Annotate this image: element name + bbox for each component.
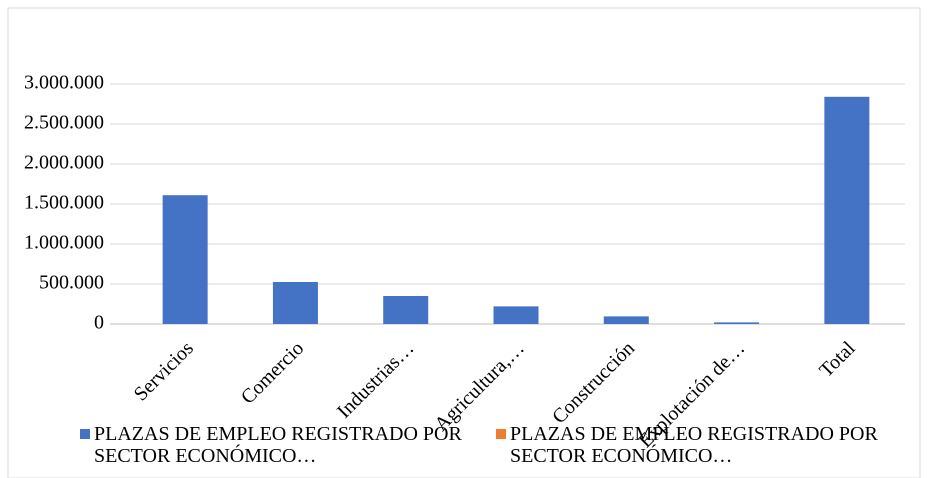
- legend-label: PLAZAS DE EMPLEO REGISTRADO POR SECTOR E…: [510, 423, 878, 467]
- y-tick-label: 2.500.000: [24, 112, 104, 134]
- x-tick-label: Agricultura,…: [430, 337, 528, 435]
- y-tick-label: 1.000.000: [24, 232, 104, 254]
- bar: [272, 282, 318, 324]
- y-tick-label: 1.500.000: [24, 192, 104, 214]
- y-tick-label: 2.000.000: [24, 152, 104, 174]
- x-tick-label: Comercio: [237, 337, 308, 408]
- y-tick-label: 0: [94, 312, 104, 334]
- x-tick-label: Servicios: [130, 337, 198, 405]
- legend-swatch: [496, 429, 506, 439]
- bar: [383, 296, 429, 324]
- x-tick-label: Industrias…: [333, 337, 418, 422]
- x-tick-label: Construcción: [548, 337, 639, 428]
- chart-border: [7, 7, 921, 478]
- bar: [603, 316, 649, 324]
- y-tick-label: 3.000.000: [24, 72, 104, 94]
- legend-item: PLAZAS DE EMPLEO REGISTRADO POR SECTOR E…: [496, 423, 916, 467]
- y-tick-label: 500.000: [39, 272, 104, 294]
- x-tick-label: Total: [815, 337, 860, 382]
- bar: [493, 306, 539, 324]
- bar: [714, 322, 760, 324]
- bar: [824, 96, 870, 324]
- legend-swatch: [80, 429, 90, 439]
- bar: [162, 195, 208, 324]
- legend-item: PLAZAS DE EMPLEO REGISTRADO POR SECTOR E…: [80, 423, 500, 467]
- legend-label: PLAZAS DE EMPLEO REGISTRADO POR SECTOR E…: [94, 423, 462, 467]
